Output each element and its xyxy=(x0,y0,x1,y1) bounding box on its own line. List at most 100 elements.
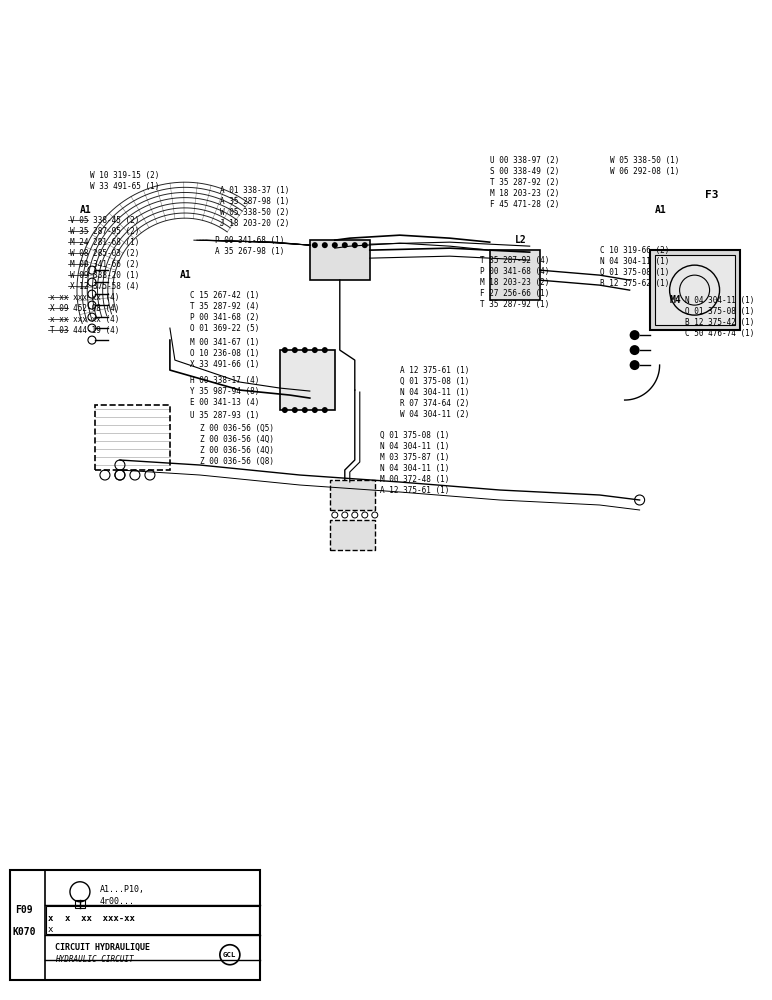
Text: Q 01 375-08 (1): Q 01 375-08 (1) xyxy=(400,377,469,386)
Bar xyxy=(330,480,374,510)
Text: R 07 374-64 (2): R 07 374-64 (2) xyxy=(400,399,469,408)
Text: Z 00 036-56 (4Q): Z 00 036-56 (4Q) xyxy=(200,435,274,444)
Text: x: x xyxy=(48,925,53,934)
Bar xyxy=(46,906,259,934)
Text: Z 00 036-56 (Q5): Z 00 036-56 (Q5) xyxy=(200,424,274,433)
Text: T 35 287-92 (1): T 35 287-92 (1) xyxy=(479,300,549,309)
Text: C 15 267-42 (1): C 15 267-42 (1) xyxy=(190,291,259,300)
Text: HYDRAULIC CIRCUIT: HYDRAULIC CIRCUIT xyxy=(55,955,134,964)
Bar xyxy=(10,870,260,980)
Bar xyxy=(649,250,740,330)
Text: N 04 304-11 (1): N 04 304-11 (1) xyxy=(400,388,469,397)
Circle shape xyxy=(292,407,298,413)
Text: C 50 476-74 (1): C 50 476-74 (1) xyxy=(685,329,754,338)
Text: 4r00...: 4r00... xyxy=(100,897,135,906)
Text: A 35 267-98 (1): A 35 267-98 (1) xyxy=(215,247,284,256)
Circle shape xyxy=(362,242,367,248)
Text: K070: K070 xyxy=(13,927,36,937)
Text: F 45 471-28 (2): F 45 471-28 (2) xyxy=(489,200,559,209)
Text: X 12 375-58 (4): X 12 375-58 (4) xyxy=(70,282,139,291)
Text: A1: A1 xyxy=(80,205,92,215)
Text: P 00 341-68 (4): P 00 341-68 (4) xyxy=(479,267,549,276)
Text: U 35 287-93 (1): U 35 287-93 (1) xyxy=(190,411,259,420)
Text: A 35 287-98 (1): A 35 287-98 (1) xyxy=(220,197,290,206)
Text: W 10 319-15 (2): W 10 319-15 (2) xyxy=(90,171,159,180)
Circle shape xyxy=(342,242,348,248)
Text: C 10 319-66 (2): C 10 319-66 (2) xyxy=(600,246,669,255)
Circle shape xyxy=(630,345,640,355)
Text: Z 00 036-56 (4Q): Z 00 036-56 (4Q) xyxy=(200,446,274,455)
Text: F3: F3 xyxy=(705,190,718,200)
Text: W 08 285-03 (2): W 08 285-03 (2) xyxy=(70,249,139,258)
Bar xyxy=(95,405,170,470)
Circle shape xyxy=(312,347,318,353)
Text: B 12 375-42 (1): B 12 375-42 (1) xyxy=(685,318,754,327)
Text: x  xx  xxx-xx: x xx xxx-xx xyxy=(65,914,135,923)
Text: Q 01 375-08 (1): Q 01 375-08 (1) xyxy=(600,268,669,277)
Circle shape xyxy=(322,347,328,353)
Text: M 00 341-66 (2): M 00 341-66 (2) xyxy=(70,260,139,269)
Text: B 12 375-62 (1): B 12 375-62 (1) xyxy=(600,279,669,288)
Text: O 10 236-08 (1): O 10 236-08 (1) xyxy=(190,349,259,358)
Text: M 24 281-68 (1): M 24 281-68 (1) xyxy=(70,238,139,247)
Text: X 09 452-08 (4): X 09 452-08 (4) xyxy=(50,304,120,313)
Text: Q 01 375-08 (1): Q 01 375-08 (1) xyxy=(685,307,754,316)
Text: T 35 287-92 (2): T 35 287-92 (2) xyxy=(489,178,559,187)
Text: N 04 304-11 (1): N 04 304-11 (1) xyxy=(380,442,449,451)
Text: A1: A1 xyxy=(180,270,191,280)
Text: M 00 341-67 (1): M 00 341-67 (1) xyxy=(190,338,259,347)
Text: S 00 338-49 (2): S 00 338-49 (2) xyxy=(489,167,559,176)
Text: L2: L2 xyxy=(515,235,527,245)
Text: Y 35 987-94 (8): Y 35 987-94 (8) xyxy=(190,387,259,396)
Text: X 33 491-66 (1): X 33 491-66 (1) xyxy=(190,360,259,369)
Text: A1...P10,: A1...P10, xyxy=(100,885,145,894)
Circle shape xyxy=(312,242,318,248)
Circle shape xyxy=(302,407,308,413)
Text: N 04 304-11 (1): N 04 304-11 (1) xyxy=(600,257,669,266)
Circle shape xyxy=(302,347,308,353)
Text: W 05 338-50 (2): W 05 338-50 (2) xyxy=(220,208,290,217)
Circle shape xyxy=(322,242,328,248)
Circle shape xyxy=(630,330,640,340)
Bar xyxy=(330,520,374,550)
Bar xyxy=(489,250,540,300)
Text: Z 00 036-56 (Q8): Z 00 036-56 (Q8) xyxy=(200,457,274,466)
Text: E 00 341-13 (4): E 00 341-13 (4) xyxy=(190,398,259,407)
Text: F09: F09 xyxy=(15,905,32,915)
Bar xyxy=(655,255,735,325)
Text: A 12 375-61 (1): A 12 375-61 (1) xyxy=(380,486,449,495)
Text: W 09 338-20 (1): W 09 338-20 (1) xyxy=(70,271,139,280)
Circle shape xyxy=(630,360,640,370)
Text: M 00 372-48 (1): M 00 372-48 (1) xyxy=(380,475,449,484)
Text: V 05 338-45 (2): V 05 338-45 (2) xyxy=(70,216,139,225)
Text: O 01 369-22 (5): O 01 369-22 (5) xyxy=(190,324,259,333)
Text: W 33 491-65 (1): W 33 491-65 (1) xyxy=(90,182,159,191)
Text: M 18 203-23 (2): M 18 203-23 (2) xyxy=(479,278,549,287)
Text: M 03 375-87 (1): M 03 375-87 (1) xyxy=(380,453,449,462)
Text: M4: M4 xyxy=(669,295,682,305)
Text: T 35 287-92 (4): T 35 287-92 (4) xyxy=(190,302,259,311)
Bar xyxy=(75,900,85,908)
Text: GCL: GCL xyxy=(223,952,236,958)
Text: F 27 256-66 (1): F 27 256-66 (1) xyxy=(479,289,549,298)
Text: A 12 375-61 (1): A 12 375-61 (1) xyxy=(400,366,469,375)
Text: Q 01 375-08 (1): Q 01 375-08 (1) xyxy=(380,431,449,440)
Circle shape xyxy=(332,242,338,248)
Circle shape xyxy=(282,347,288,353)
Text: x xx xxx-xx (4): x xx xxx-xx (4) xyxy=(50,293,120,302)
Text: A 01 338-37 (1): A 01 338-37 (1) xyxy=(220,186,290,195)
Text: H 00 338-17 (4): H 00 338-17 (4) xyxy=(190,376,259,385)
Text: P 00 341-68 (1): P 00 341-68 (1) xyxy=(215,236,284,245)
Text: J 18 203-20 (2): J 18 203-20 (2) xyxy=(220,219,290,228)
Circle shape xyxy=(292,347,298,353)
Text: W 04 304-11 (2): W 04 304-11 (2) xyxy=(400,410,469,419)
Text: M 18 203-23 (2): M 18 203-23 (2) xyxy=(489,189,559,198)
Text: x xx xxx-xx (4): x xx xxx-xx (4) xyxy=(50,315,120,324)
Text: W 05 338-50 (1): W 05 338-50 (1) xyxy=(610,156,679,165)
Text: x: x xyxy=(48,914,53,923)
Text: U 00 338-97 (2): U 00 338-97 (2) xyxy=(489,156,559,165)
Text: W 35 287-95 (2): W 35 287-95 (2) xyxy=(70,227,139,236)
Text: N 04 304-11 (1): N 04 304-11 (1) xyxy=(380,464,449,473)
Text: W 06 292-08 (1): W 06 292-08 (1) xyxy=(610,167,679,176)
Bar xyxy=(279,350,335,410)
